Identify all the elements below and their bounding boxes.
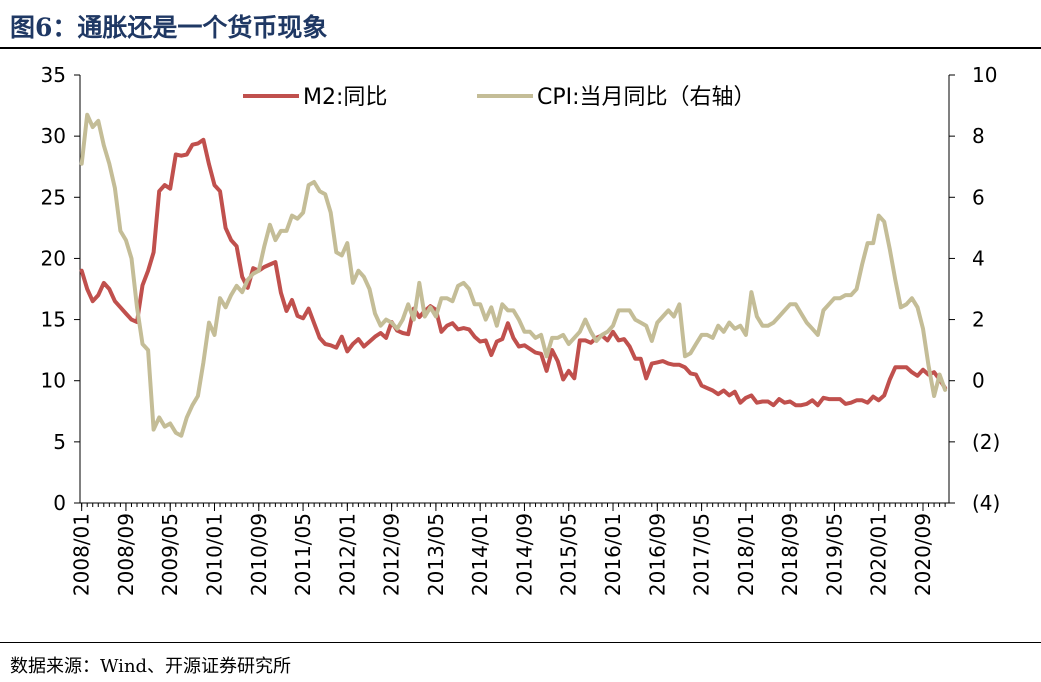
left-axis-tick-label: 35 — [41, 63, 66, 87]
left-axis-tick-label: 10 — [41, 369, 66, 393]
left-axis-tick-label: 30 — [41, 124, 66, 148]
right-axis-tick-label: 0 — [972, 369, 985, 393]
right-axis-tick-label: 6 — [972, 185, 985, 209]
x-axis-tick-label: 2016/09 — [645, 513, 669, 596]
x-axis-tick-label: 2008/09 — [114, 513, 138, 596]
right-axis-tick-label: 8 — [972, 124, 985, 148]
x-axis-tick-label: 2016/01 — [601, 513, 625, 596]
x-axis-tick-label: 2017/05 — [690, 513, 714, 596]
x-axis-tick-label: 2012/01 — [335, 513, 359, 596]
x-axis-tick-label: 2014/09 — [512, 513, 536, 596]
left-axis-tick-label: 20 — [41, 246, 66, 270]
x-axis-tick-label: 2015/05 — [557, 513, 581, 596]
left-axis-tick-label: 25 — [41, 185, 66, 209]
x-axis-tick-label: 2010/09 — [247, 513, 271, 596]
dual-axis-line-chart: 0 5 10 15 20 25 30 35 (4) (2) 0 2 4 6 8 10 2008/01 2008/0… — [41, 63, 1001, 596]
figure-title: 图6：通胀还是一个货币现象 — [10, 13, 328, 42]
x-axis-tick-label: 2018/01 — [734, 513, 758, 596]
x-axis-tick-label: 2014/01 — [468, 513, 492, 596]
chart-series — [79, 112, 948, 438]
right-axis-tick-label: 2 — [972, 308, 985, 332]
left-axis-tick-label: 15 — [41, 308, 66, 332]
x-axis-tick-label: 2012/09 — [380, 513, 404, 596]
right-axis-tick-label: (4) — [972, 491, 1000, 515]
series-line-m2 — [79, 137, 948, 408]
left-axis-tick-label: 0 — [53, 491, 66, 515]
chart-legend: M2:同比 CPI:当月同比（右轴） — [243, 85, 756, 110]
right-axis-tick-label: (2) — [972, 430, 1000, 454]
x-axis-tick-label: 2011/05 — [291, 513, 315, 596]
x-axis-tick-label: 2020/01 — [867, 513, 891, 596]
x-axis-tick-label: 2009/05 — [158, 513, 182, 596]
right-axis-tick-label: 10 — [972, 63, 997, 87]
chart-axes: 0 5 10 15 20 25 30 35 (4) (2) 0 2 4 6 8 10 2008/01 2008/0… — [41, 63, 1001, 596]
legend-label-m2: M2:同比 — [303, 85, 387, 110]
right-axis-tick-label: 4 — [972, 246, 985, 270]
x-axis-tick-label: 2013/05 — [424, 513, 448, 596]
legend-label-cpi: CPI:当月同比（右轴） — [537, 85, 756, 110]
x-axis-tick-label: 2008/01 — [70, 513, 94, 596]
source-note: 数据来源：Wind、开源证券研究所 — [10, 656, 292, 677]
x-axis-tick-label: 2010/01 — [203, 513, 227, 596]
x-axis-tick-label: 2020/09 — [911, 513, 935, 596]
top-rule — [0, 47, 1041, 49]
x-axis-tick-label: 2018/09 — [778, 513, 802, 596]
series-line-cpi — [79, 112, 948, 438]
bottom-rule — [0, 642, 1041, 643]
left-axis-tick-label: 5 — [53, 430, 66, 454]
x-axis-tick-label: 2019/05 — [822, 513, 846, 596]
